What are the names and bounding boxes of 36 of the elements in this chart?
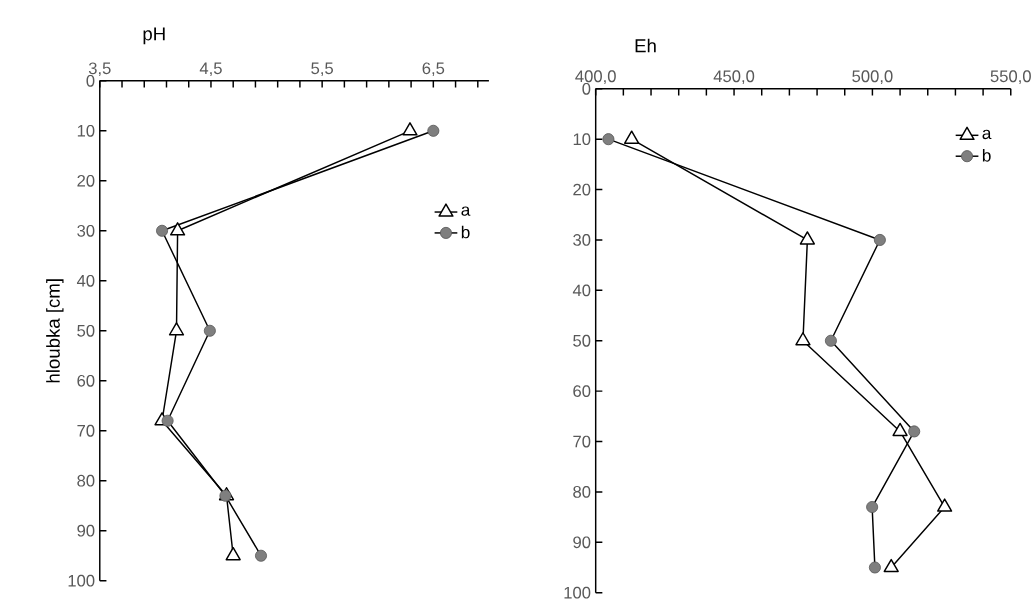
y-tick-label: 50 [77,324,95,337]
legend-label: a [982,129,992,140]
y-tick-label: 40 [76,274,95,287]
y-tick-label: 70 [77,424,95,437]
y-tick-label: 30 [77,224,95,237]
y-tick-label: 70 [573,435,591,448]
y-axis-title: hloubka [cm] [46,279,64,383]
y-tick-label: 60 [573,385,591,398]
x-axis-title: pH [143,27,165,45]
y-tick-label: 10 [77,124,95,137]
x-tick-label: 550,0 [990,70,1031,85]
legend-label: b [982,148,991,162]
y-tick-label: 40 [572,284,591,297]
y-tick-label: 50 [573,334,591,347]
y-tick-label: 10 [573,133,591,146]
legend-label: b [461,225,470,239]
x-tick-label: 400,0 [575,70,616,85]
y-tick-label: 100 [68,574,95,587]
x-tick-label: 5,5 [311,62,334,77]
y-tick-label: 0 [582,82,591,95]
x-tick-label: 500,0 [852,70,893,85]
x-axis-title: Eh [635,38,656,53]
y-tick-label: 60 [77,374,95,387]
x-tick-label: 450,0 [713,70,755,85]
y-tick-label: 0 [86,74,95,87]
y-tick-label: 100 [564,586,591,599]
y-tick-label: 20 [573,183,591,196]
y-tick-label: 30 [573,234,591,246]
y-tick-label: 20 [77,174,95,187]
y-tick-label: 90 [573,536,591,549]
y-tick-label: 80 [573,486,591,498]
y-tick-label: 80 [77,474,95,487]
y-tick-label: 90 [77,524,95,537]
x-tick-label: 6,5 [422,62,445,77]
legend-label: a [461,206,471,216]
x-tick-label: 4,5 [199,62,222,77]
